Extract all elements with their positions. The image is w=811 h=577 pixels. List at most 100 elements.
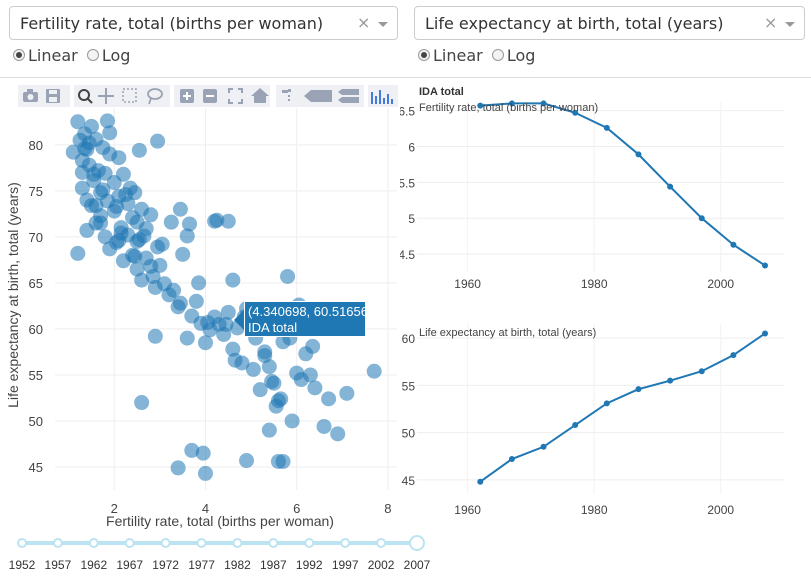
fertility-timeseries-chart[interactable]: 4.5 5 5.5 6 6.5 1960 1980 2000 IDA total Fertilit…: [400, 80, 811, 295]
scatter-point[interactable]: [143, 207, 159, 223]
pan-icon[interactable]: [98, 88, 114, 104]
scatter-point[interactable]: [70, 245, 86, 261]
y-scale-linear-radio[interactable]: Linear: [418, 46, 483, 65]
scatter-point[interactable]: [305, 338, 321, 354]
scatter-point[interactable]: [97, 165, 113, 181]
scatter-point[interactable]: [150, 133, 166, 149]
scatter-point[interactable]: [86, 166, 102, 182]
scatter-point[interactable]: [131, 142, 147, 158]
zoom-out-icon[interactable]: [203, 89, 217, 103]
scatter-point[interactable]: [197, 335, 213, 351]
slider-tick[interactable]: [232, 538, 243, 548]
reset-axes-icon[interactable]: [251, 88, 269, 103]
chevron-down-icon[interactable]: [378, 22, 388, 27]
zoom-icon[interactable]: [78, 89, 93, 104]
scatter-point[interactable]: [74, 164, 90, 180]
scatter-point[interactable]: [145, 268, 161, 284]
scatter-point[interactable]: [261, 422, 277, 438]
camera-icon[interactable]: [23, 89, 38, 102]
save-icon[interactable]: [46, 89, 60, 103]
scatter-point[interactable]: [88, 198, 104, 214]
scatter-point[interactable]: [182, 216, 198, 232]
slider-tick[interactable]: [196, 538, 207, 548]
scatter-point[interactable]: [70, 114, 86, 130]
slider-tick[interactable]: [376, 538, 387, 548]
scatter-point[interactable]: [307, 380, 323, 396]
scatter-plot[interactable]: 45 50 55 60 65 70 75 80 2 4 6 8 Fertility rate, tota…: [0, 100, 400, 535]
box-select-icon[interactable]: [122, 88, 137, 103]
scatter-point[interactable]: [220, 213, 236, 229]
x-scale-linear-radio[interactable]: Linear: [13, 46, 78, 65]
scatter-point[interactable]: [321, 391, 337, 407]
scatter-point[interactable]: [172, 201, 188, 217]
scatter-point[interactable]: [191, 275, 207, 291]
slider-tick[interactable]: [304, 538, 315, 548]
scatter-point[interactable]: [79, 222, 95, 238]
scatter-point[interactable]: [245, 361, 261, 377]
slider-tick[interactable]: [268, 538, 279, 548]
scatter-point[interactable]: [129, 233, 145, 249]
scatter-point[interactable]: [302, 367, 318, 383]
scatter-point[interactable]: [188, 293, 204, 309]
chevron-down-icon[interactable]: [785, 22, 795, 27]
scatter-point[interactable]: [152, 257, 168, 273]
scatter-point[interactable]: [270, 453, 286, 469]
scatter-point[interactable]: [252, 382, 268, 398]
scatter-point[interactable]: [127, 248, 143, 264]
scatter-point[interactable]: [284, 413, 300, 429]
scatter-point[interactable]: [93, 215, 109, 231]
scatter-point[interactable]: [95, 182, 111, 198]
y-scale-log-radio[interactable]: Log: [491, 46, 535, 65]
autoscale-icon[interactable]: [228, 88, 243, 104]
hover-compare-icon[interactable]: [338, 89, 359, 103]
scatter-point[interactable]: [134, 395, 150, 411]
scatter-point[interactable]: [102, 146, 118, 162]
radio-unchecked-icon[interactable]: [86, 48, 99, 61]
radio-unchecked-icon[interactable]: [491, 48, 504, 61]
scatter-point[interactable]: [172, 295, 188, 311]
hover-closest-icon[interactable]: [304, 90, 332, 102]
scatter-point[interactable]: [330, 426, 346, 442]
scatter-point[interactable]: [227, 352, 243, 368]
scatter-point[interactable]: [83, 118, 99, 134]
scatter-point[interactable]: [218, 316, 234, 332]
scatter-point[interactable]: [264, 373, 280, 389]
scatter-point[interactable]: [74, 180, 90, 196]
scatter-point[interactable]: [175, 246, 191, 262]
radio-checked-icon[interactable]: [13, 48, 25, 61]
scatter-point[interactable]: [366, 363, 382, 379]
x-axis-select[interactable]: Fertility rate, total (births per woman)…: [9, 6, 398, 40]
scatter-point[interactable]: [97, 229, 113, 245]
slider-handle[interactable]: [409, 535, 425, 551]
scatter-point[interactable]: [147, 328, 163, 344]
life-expectancy-timeseries-chart[interactable]: 45 50 55 60 1960 1980 2000 Life expectancy at b…: [400, 300, 811, 515]
clear-icon[interactable]: ×: [357, 13, 371, 32]
radio-checked-icon[interactable]: [418, 48, 430, 61]
scatter-point[interactable]: [154, 236, 170, 252]
scatter-point[interactable]: [184, 442, 200, 458]
slider-tick[interactable]: [340, 538, 351, 548]
clear-icon[interactable]: ×: [764, 13, 778, 32]
slider-tick[interactable]: [17, 538, 27, 548]
scatter-point[interactable]: [207, 213, 223, 229]
scatter-point[interactable]: [163, 214, 179, 230]
scatter-point[interactable]: [102, 125, 118, 141]
scatter-point[interactable]: [257, 348, 273, 364]
scatter-point[interactable]: [339, 385, 355, 401]
scatter-point[interactable]: [239, 453, 255, 469]
scatter-point[interactable]: [115, 166, 131, 182]
spike-lines-icon[interactable]: [282, 89, 291, 101]
x-scale-log-radio[interactable]: Log: [86, 46, 130, 65]
scatter-point[interactable]: [197, 465, 213, 481]
scatter-point[interactable]: [316, 418, 332, 434]
scatter-point[interactable]: [179, 228, 195, 244]
slider-tick[interactable]: [124, 538, 135, 548]
scatter-point[interactable]: [200, 314, 216, 330]
scatter-point[interactable]: [166, 282, 182, 298]
scatter-point[interactable]: [170, 460, 186, 476]
slider-tick[interactable]: [160, 538, 171, 548]
scatter-point[interactable]: [99, 113, 115, 129]
lasso-icon[interactable]: [147, 88, 163, 105]
zoom-in-icon[interactable]: [180, 89, 194, 103]
scatter-point[interactable]: [179, 330, 195, 346]
